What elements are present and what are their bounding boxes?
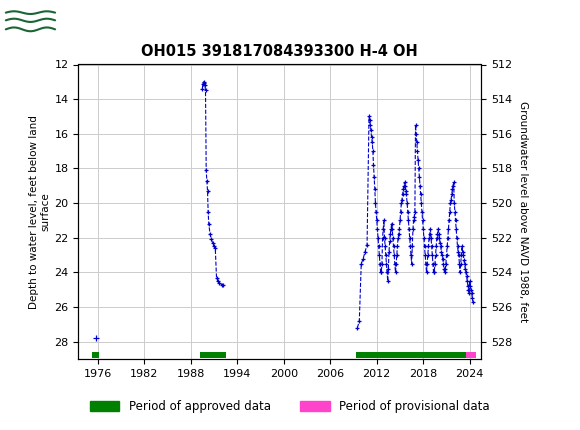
Bar xyxy=(92,352,99,358)
FancyBboxPatch shape xyxy=(5,3,63,42)
Legend: Period of approved data, Period of provisional data: Period of approved data, Period of provi… xyxy=(85,395,495,418)
Bar xyxy=(466,352,476,358)
Bar xyxy=(356,352,466,358)
Y-axis label: Depth to water level, feet below land
surface: Depth to water level, feet below land su… xyxy=(28,115,50,309)
Bar xyxy=(200,352,226,358)
Y-axis label: Groundwater level above NAVD 1988, feet: Groundwater level above NAVD 1988, feet xyxy=(518,101,528,322)
Text: USGS: USGS xyxy=(67,12,135,33)
Title: OH015 391817084393300 H-4 OH: OH015 391817084393300 H-4 OH xyxy=(142,44,418,59)
